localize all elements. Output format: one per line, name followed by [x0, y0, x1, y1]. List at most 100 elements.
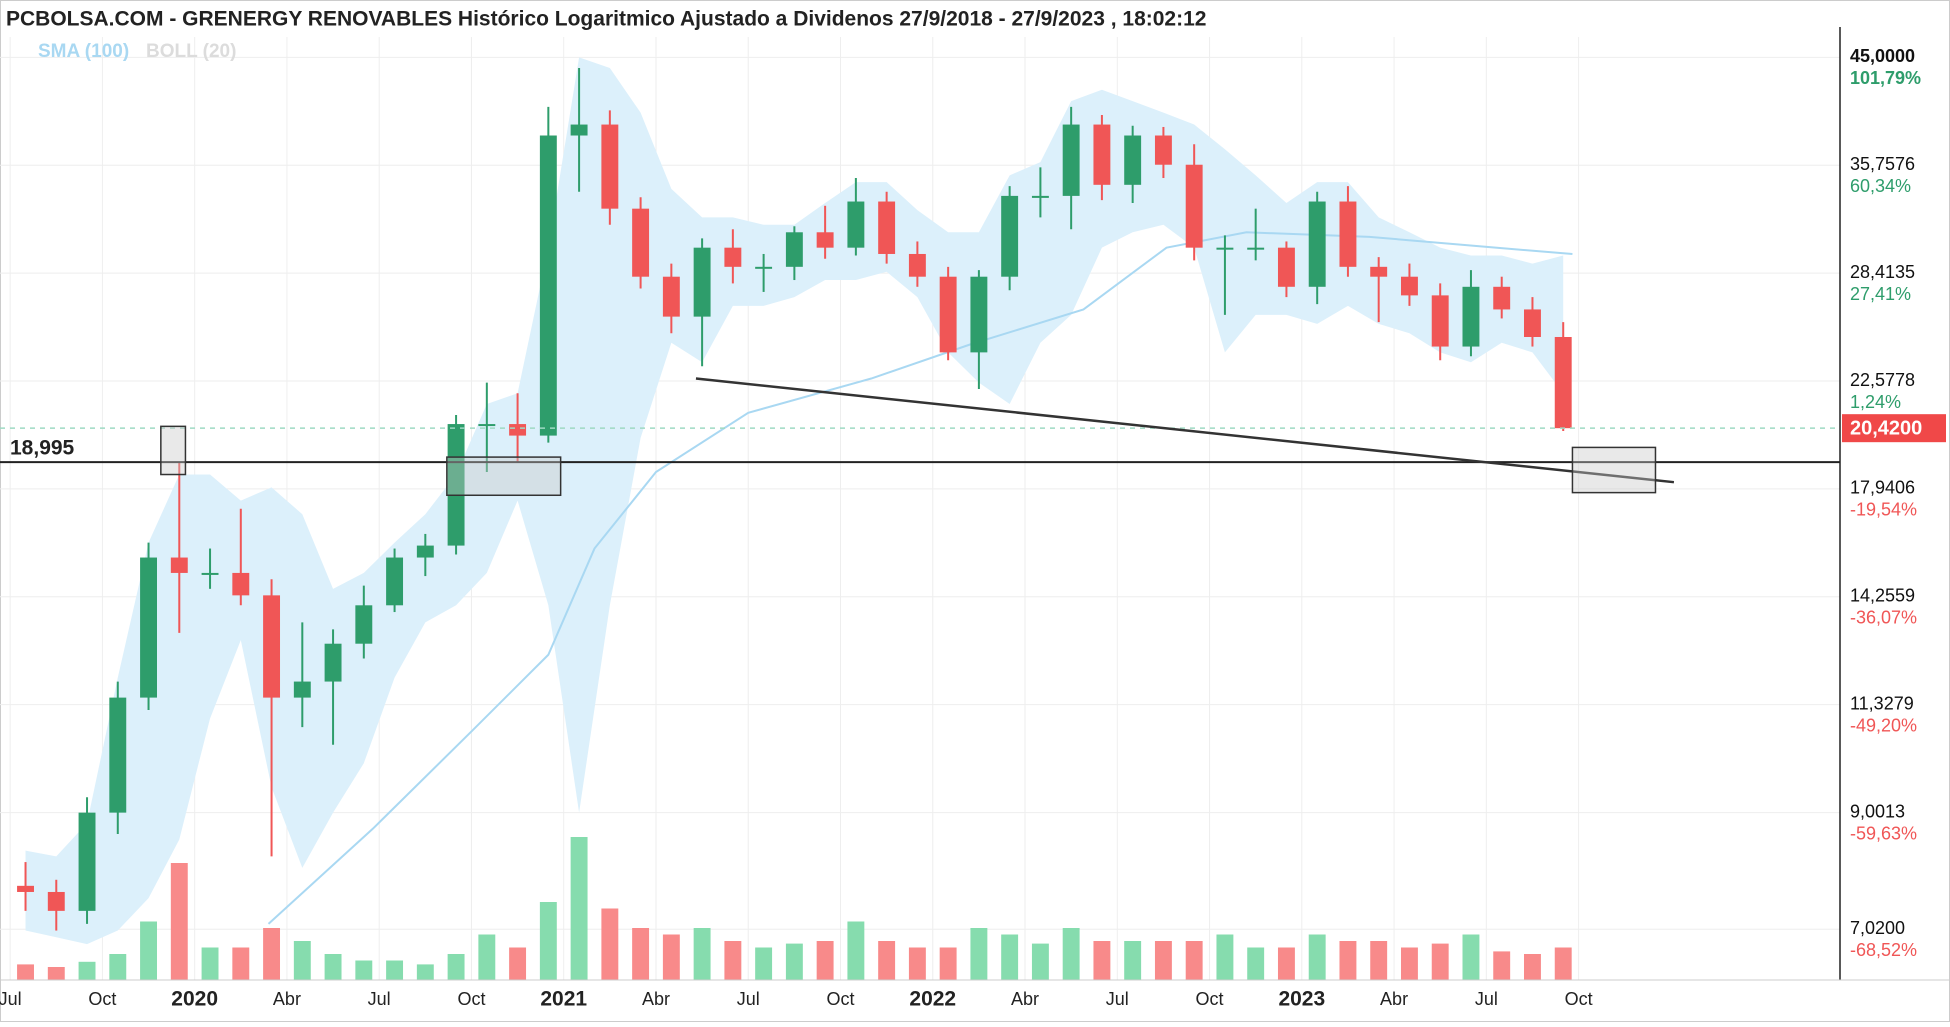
legend-entry: SMA (100) [38, 41, 129, 62]
candle-body [47, 891, 65, 911]
x-tick-label: 2021 [540, 988, 587, 1011]
y-tick-label: 14,2559 [1850, 586, 1915, 606]
candle-body [17, 885, 34, 892]
x-tick-label: Oct [1565, 989, 1593, 1009]
candle-body [878, 201, 896, 254]
volume-bar [878, 941, 896, 980]
x-tick-label: Jul [737, 989, 760, 1009]
candle-body [1339, 201, 1357, 267]
candle-body [1277, 247, 1295, 287]
x-tick-label: 2022 [909, 988, 956, 1011]
y-tick-pct: -49,20% [1850, 715, 1917, 735]
candle-body [509, 424, 527, 436]
volume-bar [570, 837, 588, 980]
y-tick-label: 35,7576 [1850, 154, 1915, 174]
candle-body [847, 201, 865, 248]
y-tick-label: 45,0000 [1850, 46, 1915, 66]
y-tick-label: 9,0013 [1850, 801, 1905, 821]
volume-bar [601, 908, 619, 980]
y-tick-pct: 101,79% [1850, 68, 1921, 88]
candle-body [478, 424, 496, 427]
x-tick-label: Oct [1196, 989, 1224, 1009]
y-tick-pct: -68,52% [1850, 940, 1917, 960]
volume-bar [970, 928, 988, 980]
candle-body [1062, 124, 1080, 196]
candle-body [1431, 295, 1449, 347]
volume-bar [939, 947, 957, 980]
candle-body [447, 424, 465, 546]
candle-body [785, 232, 803, 267]
x-tick-label: Oct [457, 989, 485, 1009]
volume-bar [1370, 941, 1388, 980]
candle-body [1308, 201, 1326, 287]
sma-line [267, 231, 1573, 925]
candle-body [1524, 309, 1541, 337]
candle-body [1154, 135, 1172, 165]
last-price-box [1842, 414, 1946, 443]
candle-body [755, 266, 773, 269]
y-tick-label: 11,3279 [1850, 693, 1914, 713]
candle-body [78, 812, 96, 911]
volume-bar [78, 961, 96, 980]
volume-bar [201, 947, 219, 980]
volume-bar [816, 941, 834, 980]
highlight-box [1571, 446, 1657, 494]
volume-bar [539, 902, 557, 980]
volume-bar [478, 934, 496, 980]
candle-body [1400, 276, 1418, 296]
x-tick-label: Jul [1475, 989, 1498, 1009]
x-tick-label: Oct [826, 989, 854, 1009]
x-tick-label: Abr [642, 989, 670, 1009]
volume-bar [662, 934, 680, 980]
x-tick-label: Abr [1380, 989, 1408, 1009]
candle-body [140, 557, 157, 698]
volume-bar [847, 921, 865, 980]
candle-body [1001, 195, 1019, 277]
candle-body [939, 276, 957, 353]
volume-bar [1462, 934, 1480, 980]
volume-bar [693, 928, 711, 980]
candle-body [1462, 286, 1480, 347]
volume-bar [293, 941, 311, 980]
candle-body [170, 557, 188, 573]
y-tick-pct: -59,63% [1850, 823, 1917, 843]
volume-bar [1031, 943, 1049, 980]
candle-body [662, 276, 680, 317]
y-tick-pct: -19,54% [1850, 500, 1917, 520]
volume-bar [1524, 954, 1541, 980]
candle-body [386, 557, 404, 606]
candle-body [109, 697, 127, 813]
last-price-label: 20,4200 [1850, 417, 1922, 439]
y-tick-pct: -36,07% [1850, 608, 1917, 628]
candle-body [201, 572, 219, 575]
y-tick-label: 22,5778 [1850, 370, 1915, 390]
volume-bar [416, 964, 434, 980]
candle-body [1216, 247, 1234, 250]
candle-body [632, 208, 650, 277]
volume-bar [1216, 934, 1234, 980]
y-tick-label: 7,0200 [1850, 918, 1905, 938]
volume-bar [47, 967, 65, 980]
volume-bar [1247, 947, 1265, 980]
volume-bar [1431, 943, 1449, 980]
volume-bar [263, 928, 281, 980]
chart-title: PCBOLSA.COM - GRENERGY RENOVABLES Histór… [6, 8, 1206, 31]
candle-body [293, 681, 311, 698]
volume-bar [1154, 941, 1172, 980]
candle-body [1370, 266, 1388, 277]
volume-bar [1093, 941, 1111, 980]
candle-body [816, 232, 834, 248]
candle-body [970, 276, 988, 353]
candle-body [724, 247, 742, 267]
y-tick-pct: 1,24% [1850, 392, 1901, 412]
highlight-box [446, 456, 562, 497]
x-tick-label: Jul [0, 989, 22, 1009]
x-tick-label: Abr [273, 989, 301, 1009]
volume-bar [232, 947, 250, 980]
candle-body [601, 124, 619, 209]
volume-bar [1124, 941, 1142, 980]
candle-body [1093, 124, 1111, 185]
x-tick-label: Jul [368, 989, 391, 1009]
volume-bar [632, 928, 650, 980]
